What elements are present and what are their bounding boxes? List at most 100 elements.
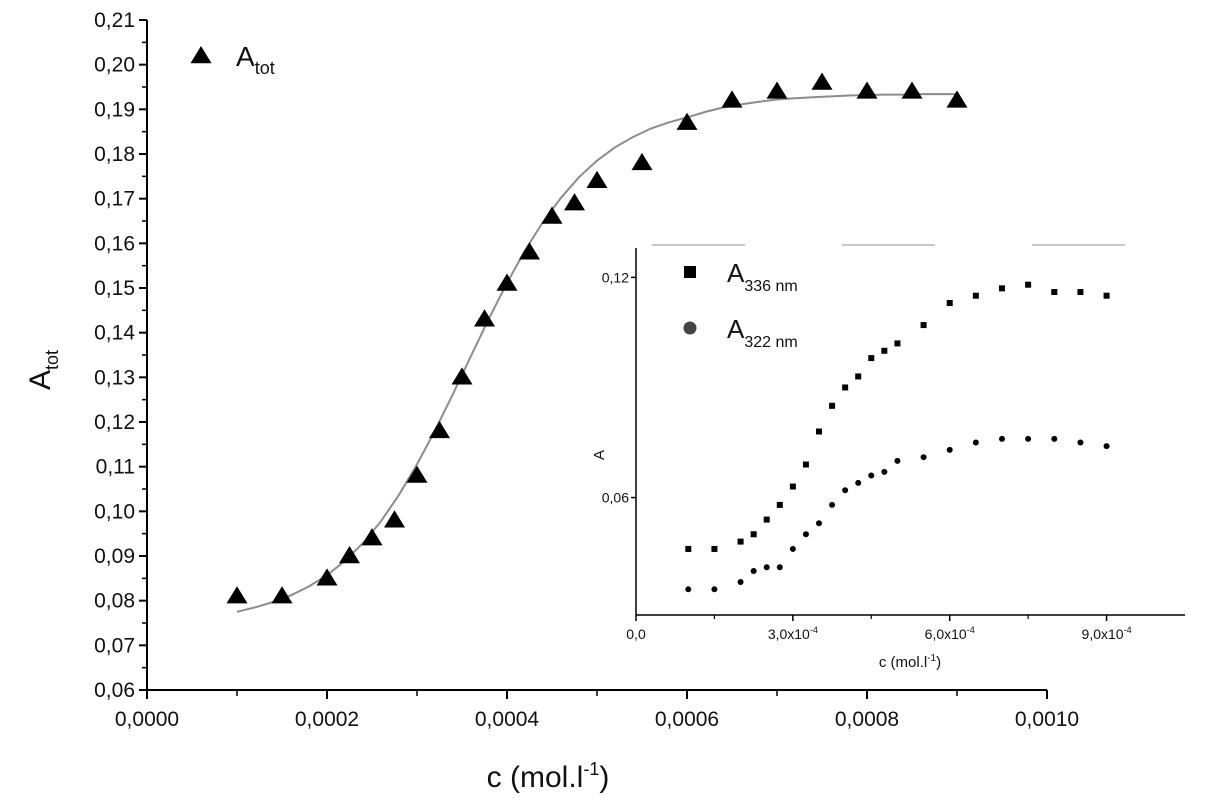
a-336-point [881,347,888,354]
a-322-point [802,531,809,538]
a-322-point [1025,435,1032,442]
a-tot-point [811,72,833,90]
a-322-point [1051,435,1058,442]
a-336-point [737,538,744,545]
legend-label-a-336: A336 nm [727,258,798,295]
inset-y-tick-label: 0,06 [602,490,629,506]
inset-x-axis-label: c (mol.l-1) [879,653,941,671]
main-y-tick-label: 0,19 [94,98,135,121]
a-336-point [855,373,862,380]
a-322-point [685,586,692,593]
a-tot-point [856,81,878,99]
a-322-point [816,520,822,527]
main-y-tick-label: 0,21 [94,9,135,32]
main-y-tick-label: 0,08 [94,590,135,613]
main-x-tick-label: 0,0008 [835,708,899,731]
a-336-point [894,340,901,347]
a-336-point [816,428,822,435]
main-x-tick-label: 0,0010 [1015,708,1079,731]
a-322-point [946,446,953,453]
inset-y-axis-label: A [591,450,608,460]
a-336-point [763,516,770,523]
a-tot-point [384,510,405,528]
main-y-tick-label: 0,15 [94,277,135,300]
a-336-point [999,285,1005,292]
a-tot-point [586,170,608,188]
a-322-point [920,454,927,461]
a-322-point [972,439,979,446]
main-y-tick-label: 0,14 [94,322,135,345]
a-336-point [776,501,783,508]
a-336-point [750,531,757,538]
a-322-point [1077,439,1084,446]
main-x-tick-label: 0,0002 [295,708,359,731]
main-y-tick-label: 0,12 [94,411,135,434]
a-336-point [1077,289,1084,296]
a-tot-point [429,420,450,439]
a-tot-point [676,112,698,130]
a-tot-point [339,546,360,564]
main-y-tick-label: 0,18 [94,143,135,166]
a-336-point [789,483,796,490]
legend-label-a-322: A322 nm [727,314,798,351]
legend-marker-a-336 [684,266,696,278]
main-y-tick-label: 0,06 [94,679,135,702]
a-tot-point [946,90,968,108]
legend-marker-a-tot [190,46,212,64]
a-336-point [1025,281,1032,288]
main-y-tick-label: 0,07 [94,634,135,657]
main-plot: 0,06 0,07 0,08 0,09 0,10 0,11 0,12 0,13 0,14 0,15… [24,9,1079,794]
a-336-point [685,545,692,552]
inset-y-tick-label: 0,12 [602,269,629,285]
main-y-tick-label: 0,20 [94,54,135,77]
a-336-point [972,292,979,299]
inset-x-tick-label: 3,0x10-4 [768,625,818,642]
a-336-point [1051,289,1058,296]
a-336-point [829,402,836,409]
a-322-point [711,586,718,593]
a-322-point [776,564,783,571]
a-322-point [881,468,888,475]
a-336-point [802,461,809,468]
a-tot-point [721,90,743,108]
inset-x-tick-label: 9,0x10-4 [1082,625,1132,642]
inset-plot: 0,06 0,12 0,0 3,0x10-4 6,0x10-4 9,0x10-4 A336 … [591,244,1185,671]
a-322-point [737,578,744,585]
a-322-point [999,435,1005,442]
a-tot-point [901,81,923,99]
a-tot-point [519,242,540,260]
inset-x-tick-label: 0,0 [626,626,646,642]
a-tot-point [541,206,563,224]
a-322-point [1103,443,1110,450]
main-y-tick-label: 0,17 [94,188,135,211]
a-tot-point [226,586,248,604]
a-tot-point [271,586,293,604]
a-tot-point [316,568,338,586]
a-336-point [868,355,875,362]
main-x-axis-label: c (mol.l-1) [487,759,610,794]
a-322-point [763,564,770,571]
main-x-tick-label: 0,0000 [115,708,179,731]
inset-x-tick-label: 6,0x10-4 [925,625,975,642]
a-322-point [789,545,796,552]
main-y-tick-label: 0,11 [96,456,135,479]
a-tot-point [406,465,428,483]
a-336-point [711,545,718,552]
a-322-point [855,479,862,486]
a-tot-point [361,528,383,546]
a-tot-point [451,367,473,385]
main-y-tick-label: 0,13 [94,366,135,389]
a-336-point [946,300,953,307]
main-y-tick-label: 0,10 [94,500,135,523]
inset-background [636,248,1185,615]
a-336-point [920,322,927,329]
a-tot-point [564,193,585,211]
main-x-tick-label: 0,0004 [475,708,540,731]
main-y-tick-label: 0,09 [94,545,135,568]
a-tot-point [496,273,518,291]
a-336-point [1103,292,1110,299]
a-tot-point [631,152,653,171]
main-y-axis-label: Atot [24,350,62,390]
main-y-tick-label: 0,16 [94,232,135,255]
